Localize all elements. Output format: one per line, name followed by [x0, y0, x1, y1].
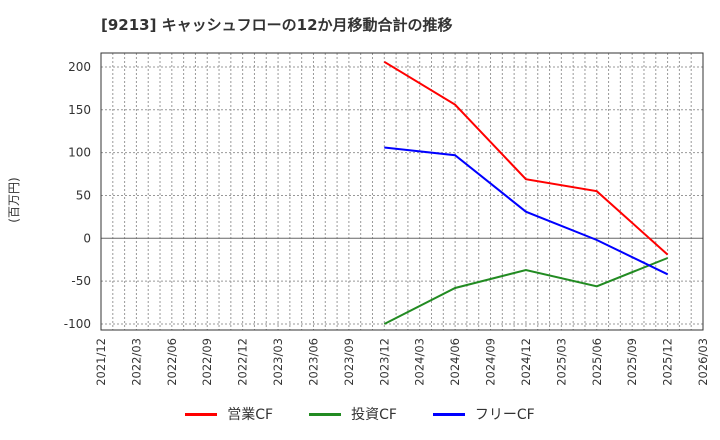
- x-tick-label: 2023/06: [306, 338, 320, 386]
- x-tick-label: 2025/09: [625, 338, 639, 386]
- x-tick-label: 2026/03: [696, 338, 710, 386]
- legend: 営業CF 投資CF フリーCF: [0, 404, 720, 424]
- x-tick-label: 2022/03: [129, 338, 143, 386]
- y-tick-label: 200: [68, 60, 91, 74]
- legend-swatch-investing-cf: [309, 412, 342, 416]
- x-tick-label: 2023/12: [377, 338, 391, 386]
- y-tick-label: 0: [83, 231, 91, 245]
- x-tick-label: 2024/12: [519, 338, 533, 386]
- legend-item-operating-cf: 営業CF: [185, 404, 273, 424]
- x-tick-label: 2023/03: [271, 338, 285, 386]
- x-tick-label: 2025/12: [661, 338, 675, 386]
- x-tick-label: 2024/06: [448, 338, 462, 386]
- series-line-1: [383, 257, 668, 325]
- x-tick-label: 2022/12: [236, 338, 250, 386]
- legend-item-investing-cf: 投資CF: [309, 404, 397, 424]
- x-tick-label: 2021/12: [94, 338, 108, 386]
- legend-label: 投資CF: [351, 407, 397, 423]
- x-tick-label: 2024/03: [413, 338, 427, 386]
- y-tick-label: 100: [68, 146, 91, 160]
- y-tick-label: 150: [68, 103, 91, 117]
- series-line-0: [383, 60, 669, 256]
- plot-frame: [100, 52, 704, 331]
- y-axis-label: (百万円): [7, 177, 21, 222]
- y-tick-label: -100: [64, 317, 91, 331]
- chart-title: [9213] キャッシュフローの12か月移動合計の推移: [101, 16, 453, 34]
- x-tick-label: 2024/09: [484, 338, 498, 386]
- series-line-2: [384, 146, 669, 276]
- legend-label: 営業CF: [227, 407, 274, 423]
- y-tick-label: 50: [76, 188, 91, 202]
- legend-swatch-free-cf: [432, 412, 465, 416]
- legend-swatch-operating-cf: [185, 412, 218, 416]
- x-tick-label: 2022/06: [165, 338, 179, 386]
- x-tick-label: 2025/06: [590, 338, 604, 386]
- x-tick-label: 2022/09: [200, 338, 214, 386]
- y-tick-label: -50: [71, 274, 91, 288]
- x-tick-label: 2023/09: [342, 338, 356, 386]
- legend-item-free-cf: フリーCF: [432, 404, 535, 424]
- x-tick-label: 2025/03: [554, 338, 568, 386]
- legend-label: フリーCF: [474, 407, 535, 423]
